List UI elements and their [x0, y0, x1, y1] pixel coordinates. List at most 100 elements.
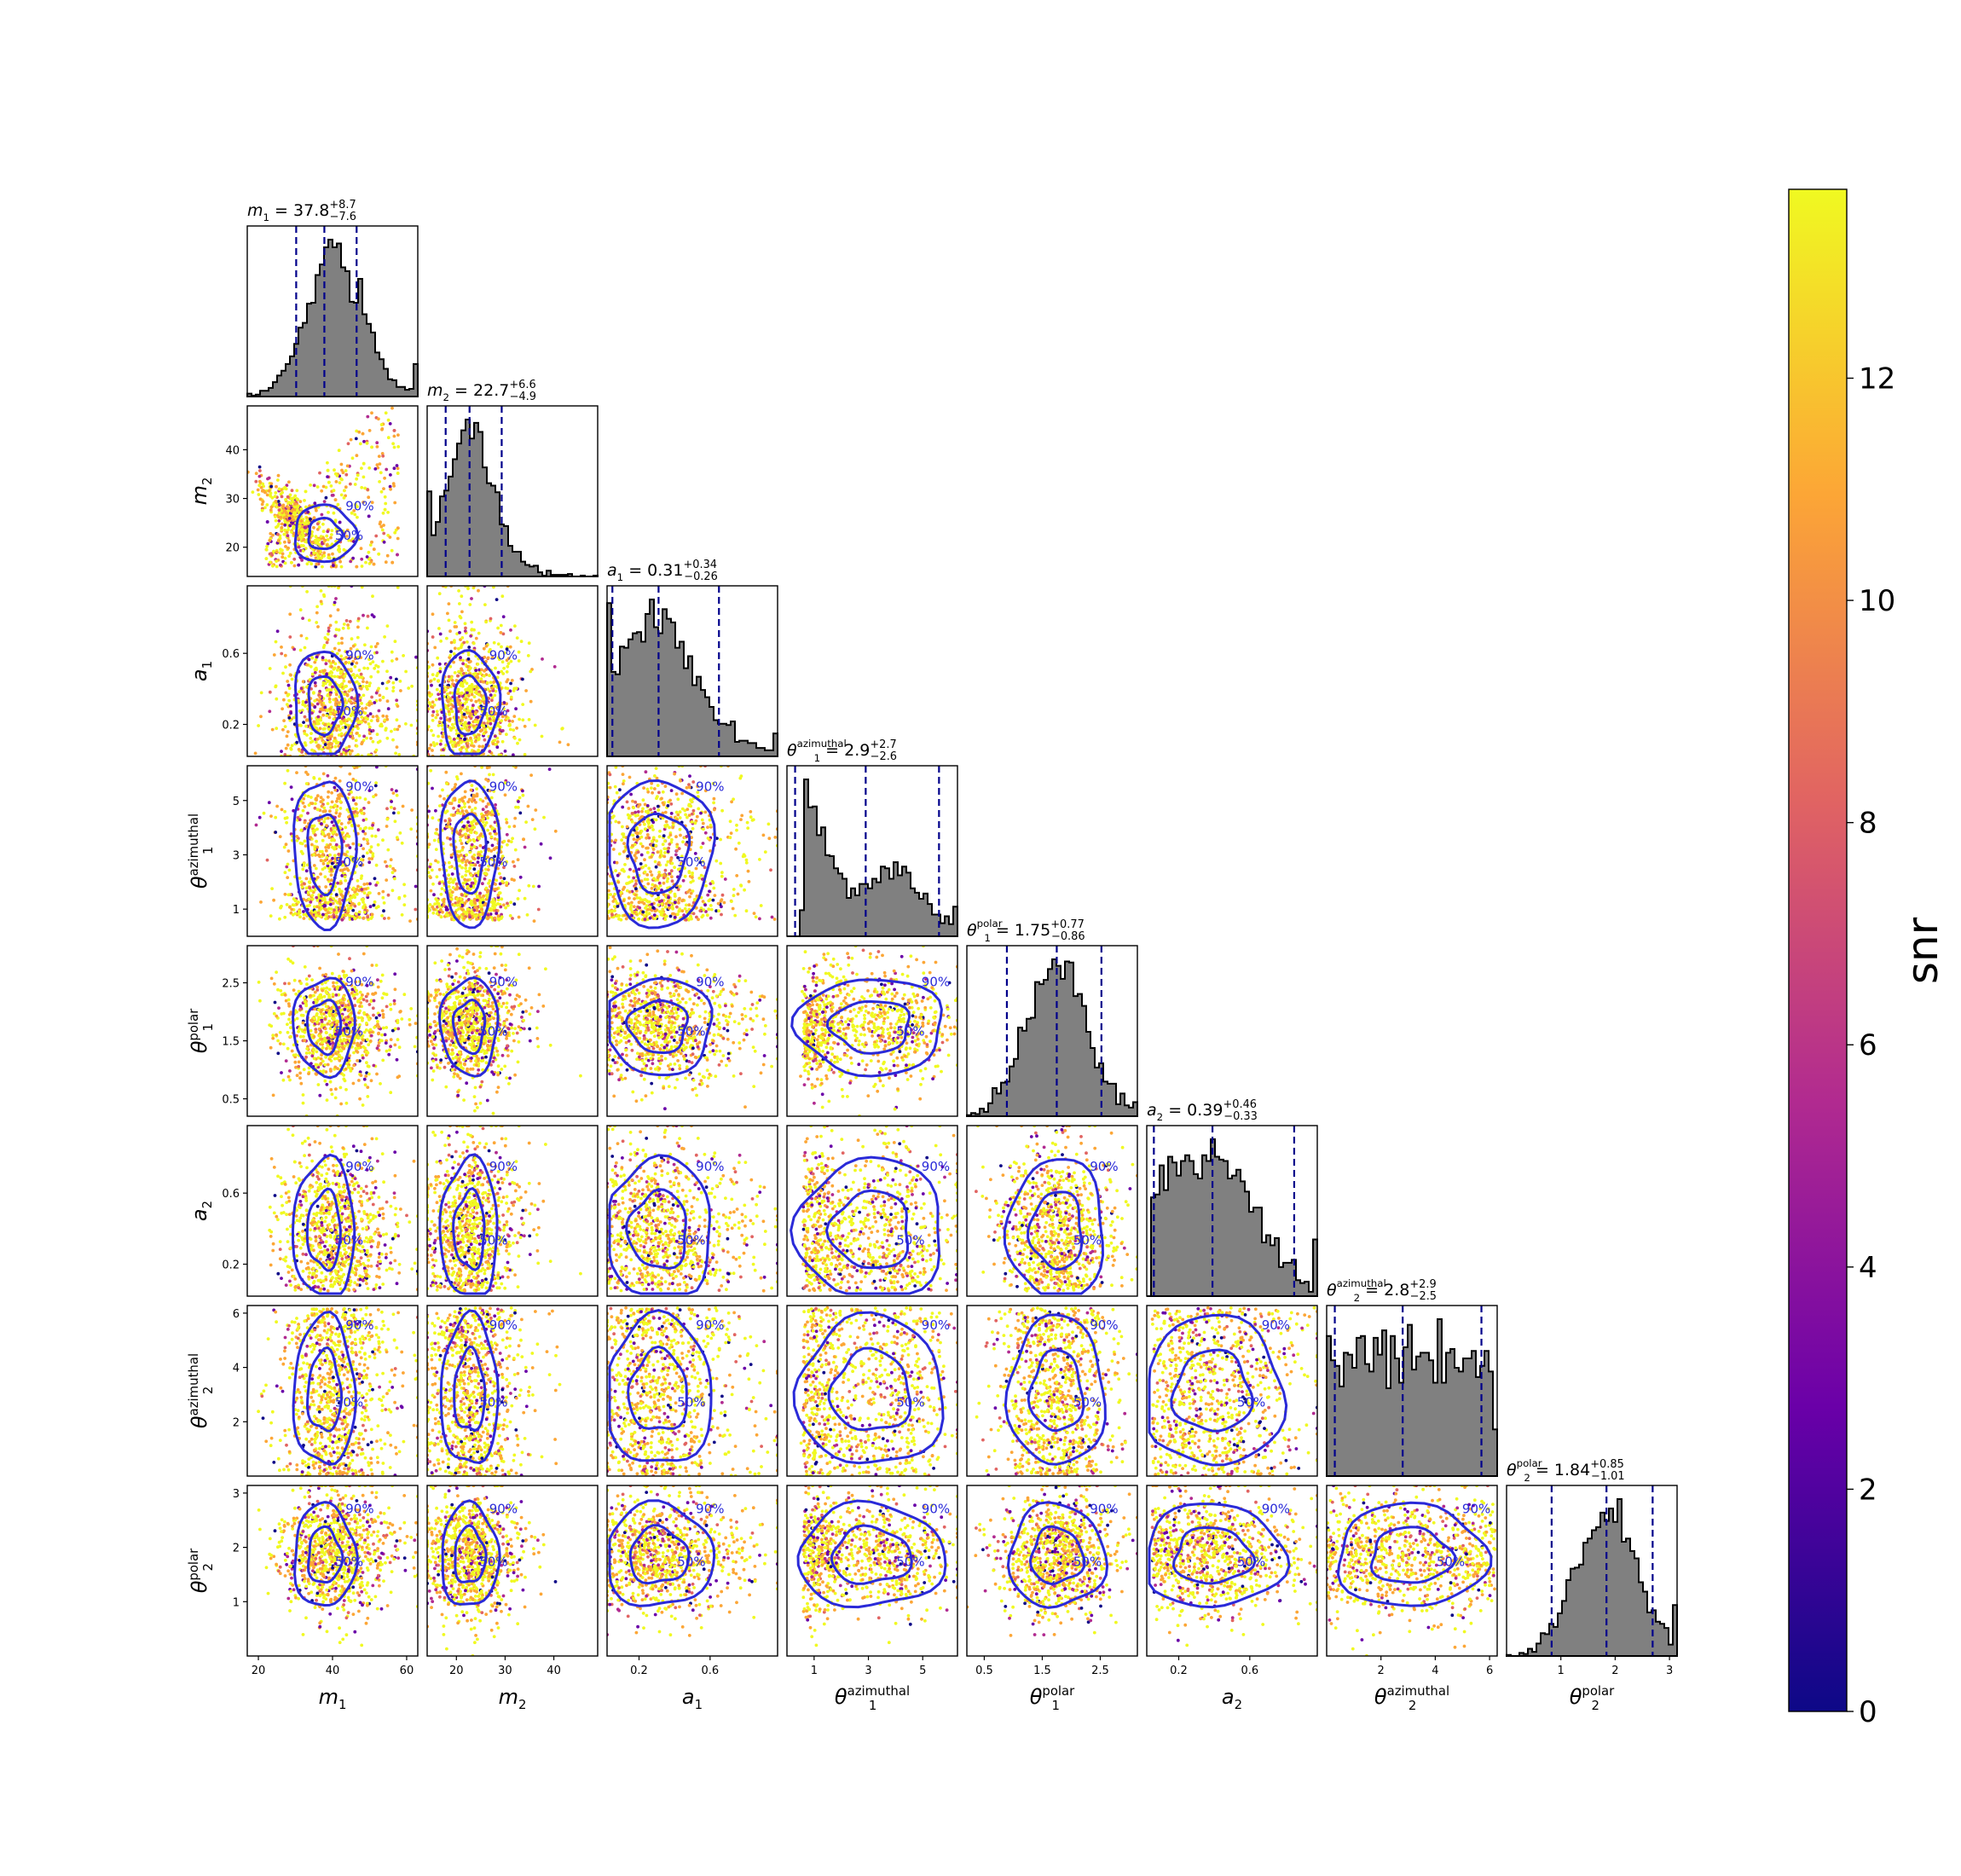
- point: [331, 901, 335, 906]
- point: [502, 866, 506, 870]
- point: [397, 724, 402, 728]
- point: [368, 882, 372, 886]
- point: [389, 858, 393, 862]
- point: [334, 628, 338, 632]
- point: [309, 732, 313, 735]
- point: [351, 556, 355, 560]
- point: [330, 675, 333, 678]
- point: [669, 789, 674, 792]
- point: [304, 636, 309, 640]
- point: [354, 738, 358, 743]
- point: [363, 831, 367, 836]
- point: [275, 565, 279, 569]
- point: [495, 831, 498, 836]
- point: [460, 707, 463, 710]
- point: [374, 883, 378, 887]
- point: [276, 478, 280, 482]
- point: [473, 691, 477, 694]
- point: [325, 824, 328, 827]
- contour-label-50: 50%: [335, 854, 363, 870]
- point: [363, 486, 367, 490]
- point: [461, 658, 465, 663]
- point: [437, 720, 442, 724]
- point: [432, 907, 437, 912]
- point: [690, 836, 693, 839]
- point: [327, 866, 331, 870]
- point: [434, 698, 438, 702]
- point: [466, 800, 471, 804]
- point: [459, 684, 463, 687]
- point: [360, 565, 364, 568]
- point: [375, 718, 379, 722]
- point: [330, 664, 333, 669]
- point: [375, 651, 379, 655]
- point: [345, 912, 350, 915]
- point: [505, 832, 509, 837]
- point: [470, 620, 474, 624]
- point: [331, 552, 334, 556]
- point: [395, 718, 399, 722]
- point: [436, 713, 439, 717]
- point: [319, 859, 323, 863]
- point: [362, 666, 367, 670]
- point: [318, 471, 321, 475]
- point: [312, 905, 316, 909]
- point: [328, 902, 333, 906]
- point: [489, 835, 494, 839]
- point: [450, 788, 454, 791]
- point: [265, 503, 269, 507]
- point: [625, 800, 629, 804]
- point: [607, 893, 610, 897]
- point: [481, 846, 485, 849]
- point: [342, 657, 346, 661]
- point: [355, 477, 359, 481]
- point: [353, 917, 356, 920]
- point: [438, 632, 443, 636]
- point: [304, 525, 308, 530]
- point: [328, 692, 333, 697]
- point: [287, 480, 291, 484]
- point: [362, 475, 366, 479]
- point: [499, 876, 503, 880]
- point: [502, 903, 506, 907]
- point: [283, 540, 286, 544]
- point: [759, 904, 763, 907]
- point: [269, 531, 273, 536]
- point: [454, 679, 459, 682]
- point: [498, 725, 502, 729]
- point: [325, 714, 329, 718]
- point: [385, 878, 389, 882]
- point: [376, 842, 380, 847]
- point: [373, 666, 377, 670]
- point: [449, 640, 454, 645]
- point: [301, 867, 305, 871]
- point: [489, 721, 493, 726]
- point: [371, 660, 375, 664]
- point: [511, 837, 514, 841]
- point: [396, 727, 400, 732]
- point: [322, 554, 326, 558]
- point: [376, 828, 380, 832]
- panel-frame: [246, 765, 419, 937]
- point: [285, 820, 288, 825]
- point: [381, 511, 385, 515]
- point: [712, 886, 716, 890]
- point: [459, 656, 462, 660]
- point: [329, 484, 333, 488]
- ytick-label: 0.6: [222, 648, 240, 661]
- point: [315, 876, 320, 879]
- point: [471, 744, 476, 748]
- point: [345, 850, 350, 854]
- point: [277, 522, 281, 526]
- point: [306, 890, 310, 895]
- point: [286, 495, 290, 499]
- point: [373, 793, 378, 797]
- point: [518, 811, 523, 815]
- point: [323, 722, 327, 727]
- point: [428, 903, 432, 906]
- point: [523, 724, 527, 728]
- point: [350, 790, 353, 794]
- point: [362, 891, 367, 895]
- point: [338, 800, 343, 803]
- histogram-a1: [606, 599, 778, 757]
